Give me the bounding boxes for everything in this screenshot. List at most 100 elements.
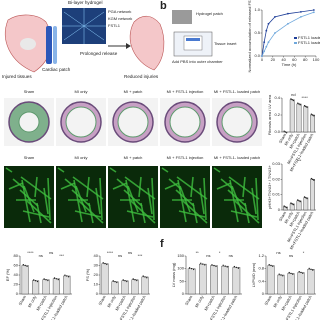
data-dot <box>270 264 272 267</box>
stain-fiber <box>176 176 208 200</box>
x-tick-label: 100 <box>313 57 320 62</box>
data-dot <box>302 272 304 274</box>
data-dot <box>22 264 25 266</box>
data-dot <box>237 267 240 269</box>
series-point <box>299 16 302 18</box>
data-dot <box>285 207 288 209</box>
data-dot <box>200 262 202 265</box>
bar <box>131 279 139 295</box>
data-dot <box>34 280 37 282</box>
significance: **** <box>107 250 114 255</box>
y-tick-label: 30 <box>94 263 99 268</box>
data-dot <box>299 104 301 106</box>
x-tick-label: Sham <box>17 294 27 306</box>
label: Reduced injuries <box>124 74 159 79</box>
significance: *** <box>138 253 143 258</box>
stain-fiber <box>161 167 169 173</box>
data-dot <box>306 197 308 200</box>
data-dot <box>134 279 136 281</box>
data-dot <box>104 262 106 265</box>
data-dot <box>66 275 68 277</box>
data-dot <box>112 280 114 282</box>
significance: **** <box>302 95 309 100</box>
stain-fiber <box>192 202 198 224</box>
bar <box>101 263 109 295</box>
y-tick-label: 0 <box>16 291 19 296</box>
significance: ns <box>39 253 43 258</box>
data-dot <box>190 267 193 270</box>
series-point <box>267 41 270 44</box>
stain-fiber <box>216 182 232 190</box>
bar <box>307 269 315 295</box>
label: KGM network <box>108 16 132 21</box>
label: Injured tissues <box>2 74 32 79</box>
stain-fiber <box>21 179 31 223</box>
y-axis-label: LV mass (mg) <box>171 262 176 287</box>
bar <box>42 279 50 295</box>
data-dot <box>132 278 134 280</box>
data-dot <box>310 177 313 180</box>
stain-fiber <box>151 177 155 221</box>
label: Tissue insert <box>214 41 237 46</box>
significance: *** <box>297 158 302 163</box>
y-tick-label: 10 <box>94 282 99 287</box>
data-dot <box>211 264 213 266</box>
y-axis-label: FS (%) <box>85 268 90 281</box>
stain-fiber <box>5 167 13 173</box>
data-dot <box>47 279 49 282</box>
data-dot <box>55 278 58 280</box>
data-dot <box>285 132 288 134</box>
bar <box>141 276 149 295</box>
stain-fiber <box>203 177 207 221</box>
data-dot <box>291 203 293 205</box>
series-point <box>287 22 289 25</box>
stain-fiber <box>124 176 156 200</box>
data-dot <box>144 276 146 278</box>
stain-fiber <box>255 177 259 221</box>
legend-label: FSTL1 loaded <box>298 40 320 45</box>
lumen <box>117 106 149 138</box>
data-dot <box>310 268 312 270</box>
image-label: MI + FSTL1 injection <box>167 89 204 94</box>
stain-fiber <box>164 182 180 190</box>
axis <box>261 10 316 57</box>
data-dot <box>272 265 274 267</box>
stain-fiber <box>43 187 49 215</box>
y-tick-label: 0 <box>278 207 281 212</box>
y-tick-label: 0 <box>262 291 265 296</box>
data-dot <box>311 178 314 181</box>
stain-fiber <box>95 187 101 215</box>
y-tick-label: 0.5 <box>254 30 260 35</box>
stain-fiber <box>112 182 128 190</box>
data-dot <box>64 274 66 276</box>
data-dot <box>283 130 285 132</box>
data-dot <box>102 262 104 264</box>
series-point <box>312 9 315 11</box>
stain-fiber <box>57 167 65 173</box>
data-dot <box>303 105 306 107</box>
x-tick-label: Sham <box>97 294 107 306</box>
data-dot <box>36 280 39 283</box>
image-label: MI + FSTL1- loaded patch <box>214 155 260 160</box>
bar <box>277 274 285 295</box>
lumen <box>221 106 253 138</box>
stain-fiber <box>36 202 42 224</box>
image-label: MI + patch <box>124 155 143 160</box>
legend-swatch <box>294 42 297 44</box>
data-dot <box>298 200 300 202</box>
stain-fiber <box>199 187 205 215</box>
bar <box>287 273 295 295</box>
data-dot <box>188 267 191 269</box>
data-dot <box>233 265 236 268</box>
stain-fiber <box>179 185 191 213</box>
data-dot <box>215 265 217 268</box>
arrow <box>126 43 131 49</box>
bar <box>32 280 40 295</box>
bar <box>199 263 207 295</box>
stain-fiber <box>72 176 104 200</box>
stain-fiber <box>229 179 239 223</box>
stain-fiber <box>34 176 38 198</box>
y-tick-label: 1.2 <box>258 253 264 258</box>
significance: * <box>219 250 221 255</box>
